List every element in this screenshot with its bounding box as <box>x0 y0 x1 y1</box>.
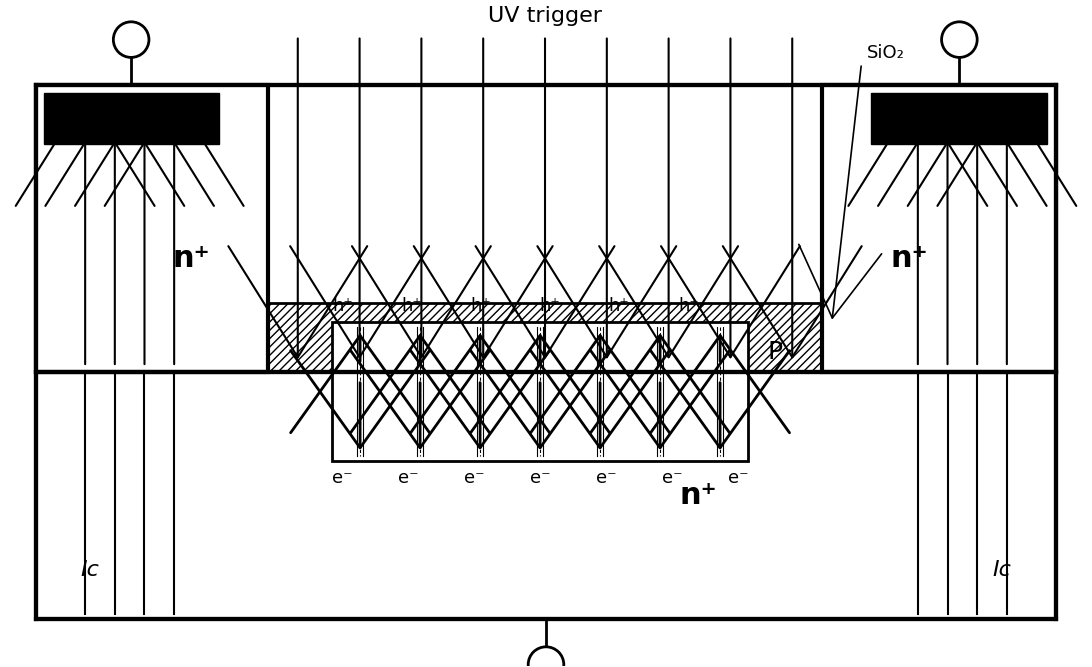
Text: UV trigger: UV trigger <box>488 6 602 26</box>
Text: h⁺: h⁺ <box>471 297 491 315</box>
Text: h⁺: h⁺ <box>678 297 699 315</box>
Bar <box>871 93 1047 145</box>
Text: h⁺: h⁺ <box>401 297 422 315</box>
Text: e⁻: e⁻ <box>332 469 353 487</box>
Circle shape <box>941 22 977 57</box>
Bar <box>822 85 1056 372</box>
Text: P: P <box>768 340 783 364</box>
Circle shape <box>529 647 563 667</box>
Text: Ic: Ic <box>993 560 1011 580</box>
Text: e⁻: e⁻ <box>662 469 682 487</box>
Text: e⁻: e⁻ <box>464 469 485 487</box>
Text: e⁻: e⁻ <box>530 469 550 487</box>
Text: e⁻: e⁻ <box>595 469 616 487</box>
Bar <box>36 85 1056 619</box>
Bar <box>332 322 748 372</box>
Bar <box>44 93 218 145</box>
Text: n⁺: n⁺ <box>891 243 928 273</box>
Text: h⁺: h⁺ <box>539 297 560 315</box>
Text: h⁺: h⁺ <box>609 297 630 315</box>
Circle shape <box>114 22 149 57</box>
Text: h⁺: h⁺ <box>332 297 353 315</box>
Text: n⁺: n⁺ <box>679 481 717 510</box>
Text: Ic: Ic <box>81 560 99 580</box>
Text: SiO₂: SiO₂ <box>866 45 904 63</box>
Bar <box>36 85 269 372</box>
Bar <box>332 372 748 461</box>
Bar <box>269 303 822 372</box>
Text: e⁻: e⁻ <box>727 469 748 487</box>
Text: n⁺: n⁺ <box>173 243 211 273</box>
Text: e⁻: e⁻ <box>397 469 418 487</box>
